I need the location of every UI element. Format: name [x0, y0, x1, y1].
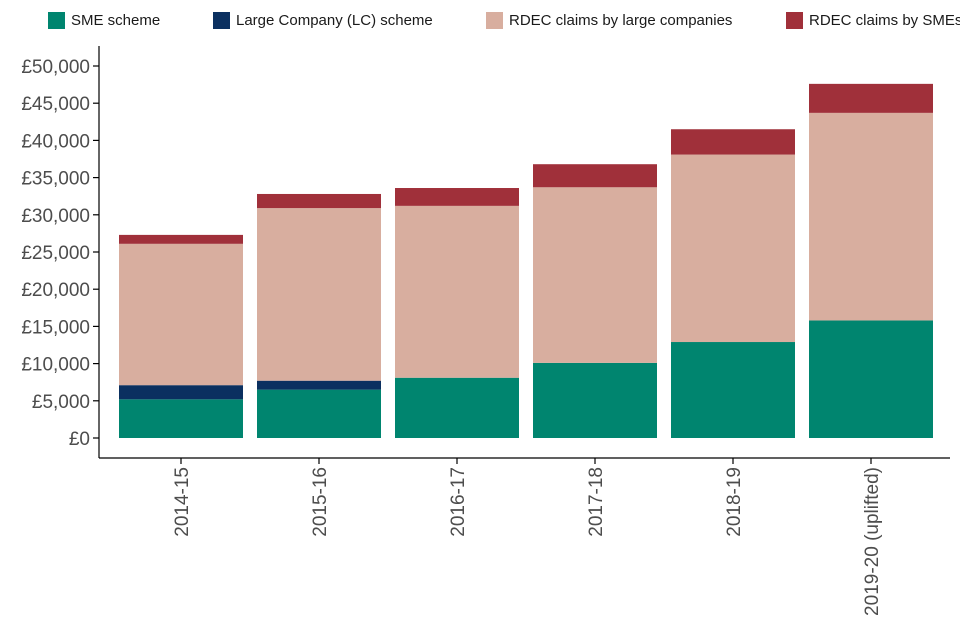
y-tick-label: £45,000: [21, 94, 90, 115]
legend-label: Large Company (LC) scheme: [236, 12, 433, 29]
y-axis: £0 £5,000 £10,000 £15,000 £20,000 £25,000 £30,…: [21, 46, 100, 458]
x-tick-label: 2018-19: [724, 467, 745, 537]
y-tick-label: £35,000: [21, 169, 90, 190]
legend-item: Large Company (LC) scheme: [213, 12, 433, 29]
bar-segment: [533, 362, 657, 438]
bar-segment: [119, 385, 243, 400]
legend-swatch: [213, 12, 230, 29]
bar-segment: [671, 129, 795, 155]
bar-segment: [119, 234, 243, 244]
legend-swatch: [486, 12, 503, 29]
x-tick-label: 2016-17: [448, 467, 469, 537]
y-tick-label: £0: [69, 429, 90, 450]
legend-item: RDEC claims by large companies: [486, 12, 732, 29]
x-axis: 2014-15 2015-16 2016-17 2017-18 2018-19 2019-…: [99, 457, 950, 616]
bar-segment: [395, 205, 519, 378]
legend-label: RDEC claims by large companies: [509, 12, 733, 29]
y-tick-label: £40,000: [21, 131, 90, 152]
bar-segment: [809, 320, 933, 438]
bar-segment: [671, 342, 795, 438]
y-tick-label: £10,000: [21, 355, 90, 376]
bar-segment: [671, 154, 795, 343]
legend-item: RDEC claims by SMEs: [786, 12, 960, 29]
x-tick-label: 2019-20 (uplifted): [862, 467, 883, 616]
y-tick-label: £50,000: [21, 57, 90, 78]
bar-segment: [395, 377, 519, 438]
legend-item: SME scheme: [48, 12, 160, 29]
y-tick-label: £15,000: [21, 317, 90, 338]
y-tick-label: £5,000: [32, 392, 90, 413]
legend-swatch: [48, 12, 65, 29]
bar-segment: [809, 83, 933, 113]
y-tick-label: £20,000: [21, 280, 90, 301]
bar-segment: [119, 399, 243, 438]
bar-segment: [533, 187, 657, 363]
y-tick-label: £30,000: [21, 206, 90, 227]
bar-segment: [257, 380, 381, 390]
legend-label: SME scheme: [71, 12, 161, 29]
bar-segment: [119, 243, 243, 386]
y-tick-label: £25,000: [21, 243, 90, 264]
bar-segment: [257, 389, 381, 438]
bar-segment: [395, 188, 519, 206]
bar-segment: [257, 193, 381, 209]
bar-segment: [257, 208, 381, 381]
x-tick-label: 2015-16: [310, 467, 331, 537]
chart-legend: SME scheme Large Company (LC) scheme RDEC …: [0, 0, 960, 42]
bar-segment: [533, 164, 657, 188]
x-tick-label: 2017-18: [586, 467, 607, 537]
x-tick-label: 2014-15: [172, 467, 193, 537]
bar-segment: [809, 112, 933, 321]
legend-label: RDEC claims by SMEs: [809, 12, 960, 29]
legend-swatch: [786, 12, 803, 29]
bars-group: [119, 83, 933, 438]
